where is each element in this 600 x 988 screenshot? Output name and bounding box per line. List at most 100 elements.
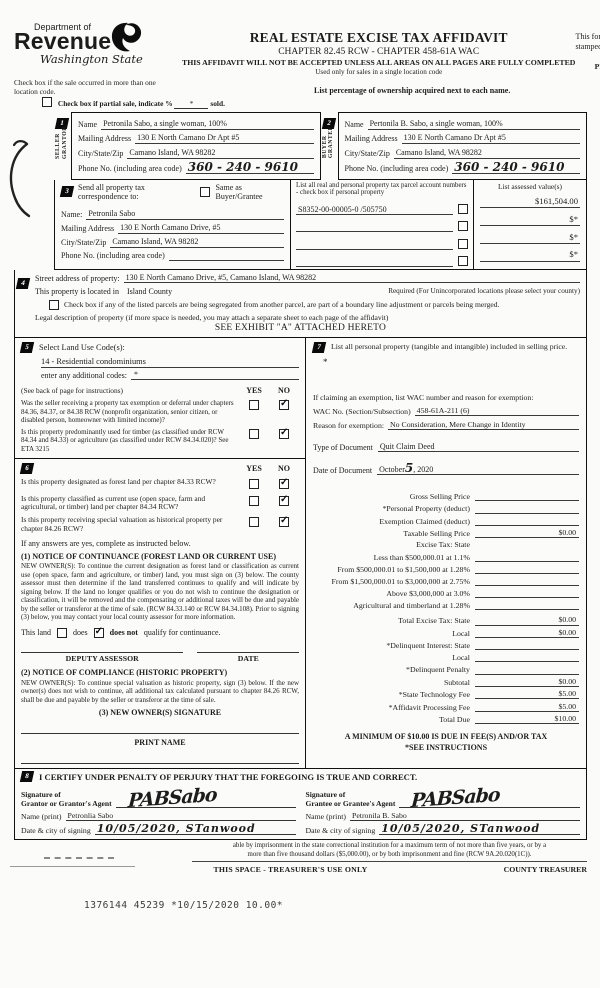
tax-row-value[interactable]: [474, 491, 579, 502]
buyer-name-field[interactable]: Pertonila B. Sabo, a single woman, 100%: [367, 119, 580, 131]
land-use-code-field[interactable]: 14 - Residential condominiums: [41, 357, 299, 369]
parcel-number-field[interactable]: [296, 266, 453, 268]
segregated-label: Check box if any of the listed parcels a…: [64, 300, 500, 310]
handwritten-day: 5: [404, 461, 414, 476]
seller-name-field[interactable]: Petronila Sabo, a single woman, 100%: [101, 119, 314, 131]
assessed-value[interactable]: $161,504.00: [480, 196, 580, 209]
additional-codes-field[interactable]: *: [130, 370, 299, 381]
grantor-signature: PABSabo: [126, 783, 217, 813]
assessed-value[interactable]: $*: [480, 249, 580, 262]
tax-row-value[interactable]: [474, 640, 579, 651]
middle-row: 5 Select Land Use Code(s): 14 - Resident…: [14, 338, 587, 770]
tax-row-value[interactable]: [474, 652, 579, 663]
tax-row-value[interactable]: [474, 504, 579, 514]
does-checkbox[interactable]: [57, 627, 67, 638]
seller-phone-field[interactable]: 360 - 240 - 9610: [185, 162, 314, 174]
grantor-date-city-field[interactable]: 10/05/2020, STanwood: [94, 823, 296, 835]
date-label: DATE: [197, 651, 299, 663]
tax-row-value[interactable]: $5.00: [474, 702, 579, 712]
tax-row-label: Total Excise Tax: State: [398, 616, 470, 626]
same-as-buyer-label: Same as Buyer/Grantee: [215, 182, 263, 201]
exemption-no-checkbox[interactable]: [279, 398, 289, 411]
tax-row-value[interactable]: [474, 552, 579, 562]
forest-land-question: Is this property designated as forest la…: [21, 476, 216, 486]
grantor-signature-field[interactable]: PABSabo: [115, 784, 296, 812]
section-3-number: 3: [59, 186, 75, 198]
cashier-stamp: 1376144 45239 *10/15/2020 10.00*: [84, 899, 284, 911]
no-column-header: NO: [278, 463, 290, 473]
parcel-number-field[interactable]: [296, 248, 453, 250]
does-not-checkbox[interactable]: [93, 626, 104, 638]
corr-phone-field[interactable]: [168, 260, 284, 262]
current-use-no-checkbox[interactable]: [279, 494, 289, 506]
historic-no-checkbox[interactable]: [279, 515, 289, 528]
segregated-checkbox[interactable]: [49, 300, 59, 311]
tax-row-value[interactable]: $0.00: [474, 615, 579, 626]
document-type-field[interactable]: Quit Claim Deed: [377, 442, 579, 453]
forest-yes-checkbox[interactable]: [249, 478, 259, 489]
legal-description-value[interactable]: SEE EXHIBIT "A" ATTACHED HERETO: [214, 323, 387, 334]
grantee-print-name-field[interactable]: Petronila B. Sabo: [350, 811, 580, 822]
exemption-reason-field[interactable]: No Consideration, Mere Change in Identit…: [388, 420, 579, 431]
does-label: does: [73, 628, 88, 638]
single-location-note: Used only for sales in a single location…: [315, 68, 443, 76]
exemption-yes-checkbox[interactable]: [249, 400, 259, 411]
corr-citystatezip-field[interactable]: Camano Island, WA 98282: [110, 237, 284, 248]
current-use-yes-checkbox[interactable]: [249, 495, 259, 506]
seller-mailing-field[interactable]: 130 E North Camano Dr Apt #5: [135, 133, 314, 145]
seller-citystatezip-field[interactable]: Camano Island, WA 98282: [127, 148, 314, 159]
print-name-line[interactable]: [21, 763, 299, 765]
buyer-phone-field[interactable]: 360 - 240 - 9610: [452, 162, 580, 174]
timber-question: Is this property predominantly used for …: [21, 428, 229, 453]
deputy-assessor-label: DEPUTY ASSESSOR: [21, 651, 184, 663]
tax-row-value[interactable]: $0.00: [474, 528, 579, 539]
tax-row-value[interactable]: [474, 576, 579, 587]
grantee-signature-field[interactable]: PABSabo: [399, 784, 580, 812]
tax-row-value[interactable]: $5.00: [474, 689, 579, 700]
assessed-value[interactable]: $*: [480, 232, 580, 244]
parcel-personal-checkbox[interactable]: [458, 238, 468, 249]
tax-row-value[interactable]: [474, 516, 579, 526]
street-address-field[interactable]: 130 E North Camano Drive, #5, Camano Isl…: [123, 273, 580, 284]
tax-row-value[interactable]: $0.00: [474, 677, 579, 687]
see-back-note: (See back of page for instructions): [21, 386, 123, 396]
buyer-citystatezip-field[interactable]: Camano Island, WA 98282: [393, 148, 580, 159]
timber-no-checkbox[interactable]: [279, 427, 289, 440]
buyer-mailing-field[interactable]: 130 E North Camano Dr Apt #5: [401, 133, 580, 145]
partial-sale-checkbox[interactable]: [42, 97, 52, 107]
historic-yes-checkbox[interactable]: [249, 517, 259, 528]
buyer-grantee-label: BUYER GRANTEE: [321, 126, 335, 159]
county-field[interactable]: Island County: [126, 287, 173, 297]
grantee-date-city-field[interactable]: 10/05/2020, STanwood: [379, 823, 580, 835]
receipt-note: This form is your receipt when stamped b…: [575, 22, 600, 72]
new-owner-signature-line[interactable]: [21, 733, 299, 735]
grantor-print-name-field[interactable]: Petronlia Sabo: [65, 811, 296, 822]
timber-yes-checkbox[interactable]: [249, 429, 259, 440]
tax-row-value[interactable]: [474, 600, 579, 611]
tax-row-label: Exemption Claimed (deduct): [379, 516, 470, 526]
does-not-label: does not: [109, 628, 138, 638]
same-as-buyer-checkbox[interactable]: [200, 186, 211, 197]
tax-row-label: Taxable Selling Price: [403, 528, 470, 538]
corr-mailing-field[interactable]: 130 E North Camano Drive, #5: [118, 223, 284, 234]
forest-no-checkbox[interactable]: [279, 477, 289, 489]
grantee-print-name-label: Name (print): [305, 812, 347, 822]
tax-row-value[interactable]: $0.00: [474, 628, 579, 639]
tax-row-value[interactable]: [474, 588, 579, 599]
tax-row-value[interactable]: $10.00: [474, 714, 579, 725]
parcel-number-field[interactable]: [296, 231, 453, 233]
partial-sale-percent-field[interactable]: *: [174, 99, 209, 109]
personal-property-field[interactable]: *: [323, 357, 328, 368]
tax-row-value[interactable]: [474, 564, 579, 574]
corr-name-field[interactable]: Petronila Sabo: [86, 209, 284, 220]
parcel-personal-checkbox[interactable]: [458, 256, 468, 267]
tax-row-value[interactable]: [474, 665, 579, 675]
new-owner-signature-label: (3) NEW OWNER(S) SIGNATURE: [98, 708, 222, 718]
county-treasurer-label: COUNTY TREASURER: [503, 864, 587, 874]
assessed-value[interactable]: $*: [480, 214, 580, 227]
wac-number-field[interactable]: 458-61A-211 (6): [414, 406, 579, 417]
parcel-number-field[interactable]: S8352-00-00005-0 /505750: [296, 205, 453, 215]
parcel-personal-checkbox[interactable]: [458, 203, 468, 214]
parcel-personal-checkbox[interactable]: [458, 221, 468, 232]
document-date-field[interactable]: October5, 2020: [377, 461, 579, 476]
